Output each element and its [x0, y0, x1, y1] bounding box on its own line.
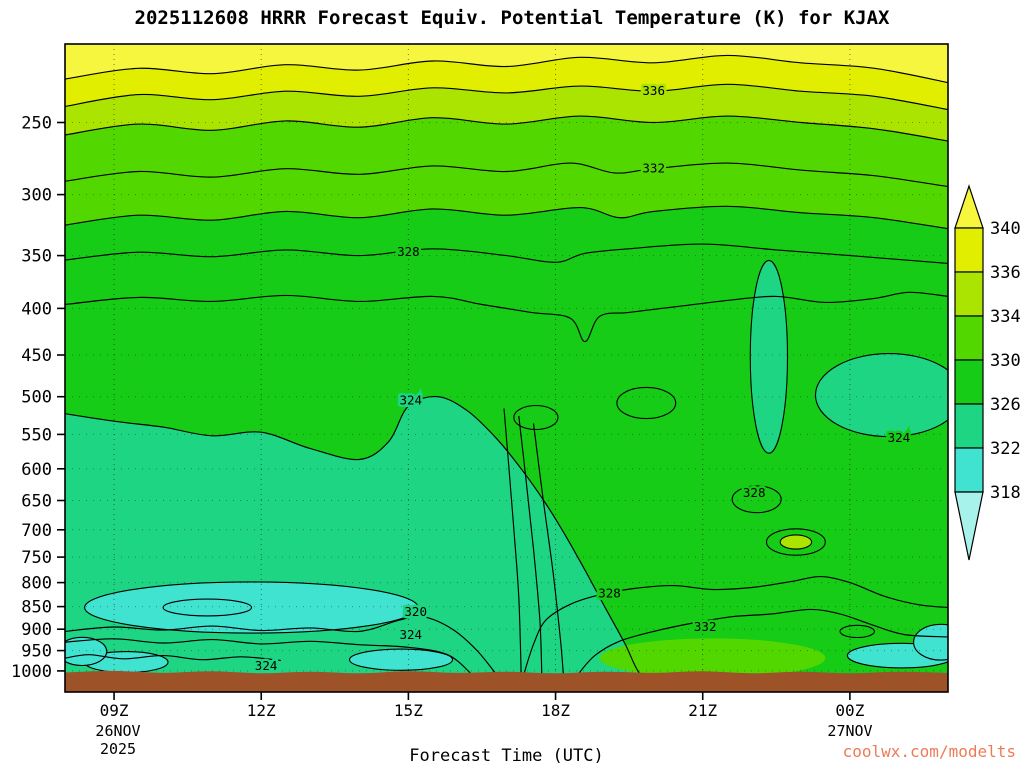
colorbar-segment: [954, 315, 984, 361]
y-tick-label: 700: [21, 521, 52, 541]
closed-contour-326b: [616, 386, 677, 420]
y-tick-label: 800: [21, 574, 52, 594]
colorbar-top-arrow: [954, 184, 984, 229]
closed-contour-small: [839, 624, 875, 639]
contour-line-324: [65, 615, 498, 676]
y-tick-label: 400: [21, 299, 52, 319]
contour-label-328: 328: [743, 485, 766, 500]
y-tick-label: 450: [21, 346, 52, 366]
contour-label-324: 324: [400, 393, 423, 408]
contour-line-330: [532, 423, 564, 675]
plot-frame: [64, 43, 949, 693]
contour-label-328: 328: [397, 244, 420, 259]
x-axis-date-left: 26NOV 2025: [78, 722, 158, 758]
y-tick-label: 650: [21, 492, 52, 512]
x-tick-label: 15Z: [394, 701, 423, 720]
x-axis-title: Forecast Time (UTC): [409, 746, 604, 766]
surface-cool-patch-left2: [65, 636, 108, 667]
surface-cool-patch-right2: [913, 623, 948, 661]
contour-line-330: [503, 408, 522, 675]
colorbar-segment: [954, 359, 984, 405]
contour-line-324: [65, 395, 675, 692]
contour-label-332: 332: [694, 619, 717, 634]
closed-contour-326a: [513, 404, 559, 431]
y-tick-label: 750: [21, 548, 52, 568]
contour-lines: [65, 54, 948, 692]
y-tick-label: 850: [21, 598, 52, 618]
colorbar-segment: [954, 447, 984, 493]
date-left-line2: 2025: [99, 740, 137, 758]
contour-line-328: [65, 243, 948, 264]
y-tick-label: 950: [21, 642, 52, 662]
x-axis-date-right: 27NOV: [827, 722, 873, 740]
colorbar-segment: [954, 227, 984, 273]
ground-terrain: [65, 670, 948, 692]
midlevel-max-center: [779, 534, 813, 550]
y-tick-label: 550: [21, 425, 52, 445]
contour-line-336: [65, 83, 948, 111]
contour-line-326: [65, 291, 948, 343]
contour-labels: 336 332 328 324 324 328 328 320 324 332 324: [252, 81, 912, 676]
contour-line-330: [518, 415, 543, 675]
y-tick-label: 350: [21, 247, 52, 267]
contour-label-324: 324: [255, 658, 278, 673]
contour-label-320: 320: [404, 604, 427, 619]
surface-cool-patch-center: [348, 648, 454, 671]
x-tick-label: 00Z: [835, 701, 864, 720]
upper-right-low-thetae-pocket: [814, 353, 948, 438]
colorbar-tick-label: 336: [990, 263, 1021, 283]
midlevel-max-ring: [765, 528, 826, 556]
contour-fill: [65, 44, 948, 692]
date-left-line1: 26NOV: [95, 722, 141, 740]
y-tick-label: 1000: [11, 662, 52, 682]
contour-line-332: [65, 162, 948, 188]
x-tick-label: 12Z: [247, 701, 276, 720]
contour-label-324: 324: [888, 430, 911, 445]
contour-label-336: 336: [642, 83, 665, 98]
colorbar: 340 336 334 330 326 322 318: [954, 184, 1021, 561]
midlevel-low-thetae-strip: [749, 259, 789, 454]
y-tick-label: 300: [21, 186, 52, 206]
contour-line-318: [65, 654, 281, 662]
axes: 2503003504004505005506006507007508008509…: [11, 114, 865, 721]
colorbar-segment: [954, 271, 984, 317]
contour-line-340: [65, 54, 948, 84]
y-tick-label: 250: [21, 114, 52, 134]
colorbar-tick-label: 322: [990, 439, 1021, 459]
y-tick-label: 900: [21, 620, 52, 640]
contour-label-324: 324: [400, 627, 423, 642]
contour-line-330: [65, 205, 948, 230]
y-tick-label: 600: [21, 460, 52, 480]
colorbar-tick-label: 326: [990, 395, 1021, 415]
contour-line-332: [577, 608, 948, 676]
contour-label-332: 332: [642, 161, 665, 176]
contour-label-328: 328: [598, 585, 621, 600]
contour-line-334: [65, 115, 948, 142]
chart-title: 2025112608 HRRR Forecast Equiv. Potentia…: [134, 7, 890, 29]
contour-line-328: [523, 576, 948, 675]
watermark-link[interactable]: coolwx.com/modelts: [842, 742, 1016, 761]
colorbar-tick-label: 334: [990, 307, 1021, 327]
colorbar-bottom-arrow: [954, 491, 984, 561]
colorbar-segment: [954, 403, 984, 449]
x-tick-label: 21Z: [688, 701, 717, 720]
contour-line-322: [65, 638, 473, 676]
colorbar-tick-label: 318: [990, 483, 1021, 503]
y-tick-label: 500: [21, 388, 52, 408]
colorbar-tick-label: 340: [990, 219, 1021, 239]
colorbar-tick-label: 330: [990, 351, 1021, 371]
closed-contour-328c: [731, 485, 782, 514]
surface-warm-tongue: [599, 638, 826, 678]
cool-pool-inner-contour: [162, 598, 253, 617]
x-tick-label: 18Z: [541, 701, 570, 720]
x-tick-label: 09Z: [100, 701, 129, 720]
